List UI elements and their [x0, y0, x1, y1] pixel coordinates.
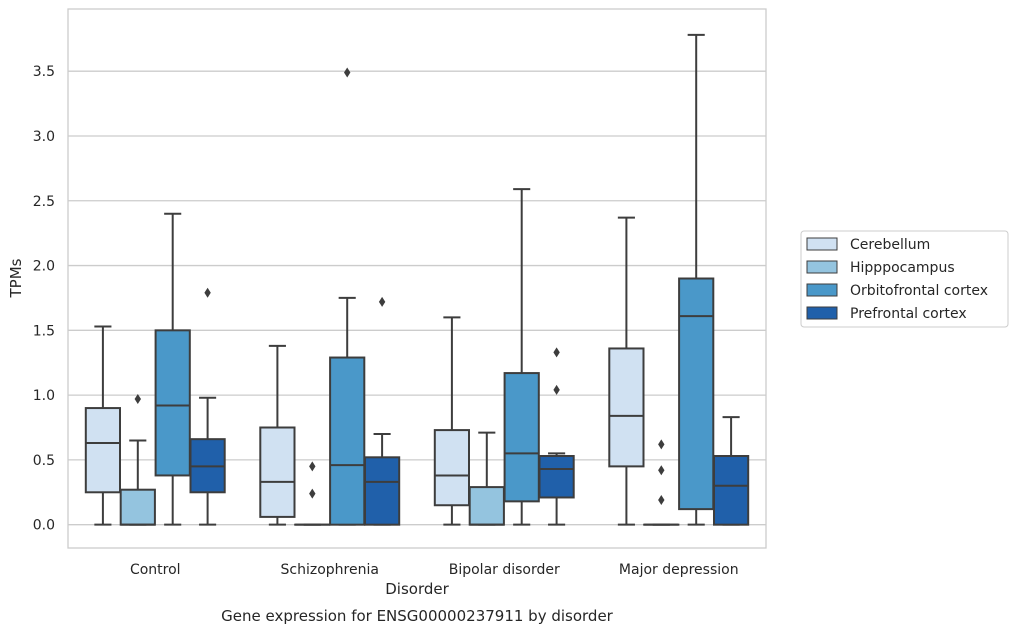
- box-0-3: [189, 287, 226, 526]
- outlier-marker: [658, 465, 665, 476]
- outlier-marker: [658, 439, 665, 450]
- y-tick-label: 3.0: [33, 129, 55, 145]
- y-axis-label: TPMs: [7, 258, 25, 298]
- legend-items: Cerebellum Hipppocampus Orbitofrontal cort…: [806, 237, 988, 322]
- y-tick-labels: 0.0 0.5 1.0 1.5 2.0 2.5 3.0 3.5: [33, 64, 55, 533]
- x-tick-label: Control: [130, 562, 181, 578]
- plot-frame: [67, 8, 767, 549]
- outlier-marker: [378, 296, 386, 307]
- outlier-marker: [309, 461, 316, 472]
- box-2-3: [538, 347, 575, 526]
- box-0-1: [119, 393, 156, 526]
- y-tick-label: 2.5: [33, 194, 55, 210]
- box-body: [119, 488, 156, 526]
- box-body: [329, 356, 366, 526]
- outlier-marker: [344, 67, 351, 78]
- legend-swatch: [806, 237, 838, 251]
- box-body: [538, 455, 575, 499]
- box-body: [468, 486, 505, 526]
- box-body: [712, 455, 750, 526]
- box-body: [84, 407, 122, 494]
- outlier-marker: [658, 495, 665, 506]
- box-3-3: [712, 416, 750, 526]
- outlier-marker: [553, 384, 560, 395]
- y-tick-label: 0.5: [33, 453, 55, 469]
- box-1-3: [363, 296, 401, 526]
- box-body: [608, 347, 645, 468]
- box-3-0: [608, 216, 645, 526]
- chart-caption: Gene expression for ENSG00000237911 by d…: [221, 607, 614, 625]
- x-tick-label: Schizophrenia: [281, 562, 379, 578]
- x-tick-labels: Control Schizophrenia Bipolar disorder Majo…: [130, 562, 739, 578]
- y-tick-label: 3.5: [33, 64, 55, 80]
- box-layer: [84, 33, 750, 526]
- legend-swatch: [806, 260, 838, 274]
- x-tick-label: Bipolar disorder: [449, 562, 560, 578]
- box-body: [433, 429, 471, 507]
- legend-label: Hipppocampus: [850, 260, 955, 276]
- outlier-marker: [204, 287, 211, 298]
- box-body: [259, 426, 296, 518]
- box-body: [678, 277, 715, 511]
- box-0-0: [84, 325, 122, 526]
- x-tick-label: Major depression: [619, 562, 739, 578]
- legend-frame: [800, 230, 1009, 328]
- box-2-1: [468, 431, 505, 526]
- box-body: [363, 456, 401, 526]
- box-body: [503, 372, 540, 503]
- legend-swatch: [806, 283, 838, 297]
- box-body: [154, 329, 191, 477]
- y-tick-label: 0.0: [33, 518, 55, 534]
- box-0-2: [154, 212, 191, 526]
- box-3-2: [678, 33, 715, 526]
- y-tick-label: 1.5: [33, 323, 55, 339]
- box-3-1: [643, 439, 680, 526]
- legend-swatch: [806, 306, 838, 320]
- box-1-1: [294, 461, 331, 526]
- outlier-marker: [134, 393, 141, 404]
- box-1-0: [259, 344, 296, 526]
- y-tick-label: 2.0: [33, 259, 55, 275]
- legend-label: Cerebellum: [850, 237, 930, 253]
- outlier-marker: [309, 488, 316, 499]
- box-2-0: [433, 316, 471, 526]
- outlier-marker: [553, 347, 560, 358]
- legend-label: Prefrontal cortex: [850, 306, 967, 322]
- box-1-2: [329, 67, 366, 526]
- legend: Cerebellum Hipppocampus Orbitofrontal cort…: [800, 230, 1009, 328]
- box-2-2: [503, 188, 540, 526]
- legend-label: Orbitofrontal cortex: [850, 283, 988, 299]
- y-tick-label: 1.0: [33, 388, 55, 404]
- x-axis-label: Disorder: [385, 580, 449, 598]
